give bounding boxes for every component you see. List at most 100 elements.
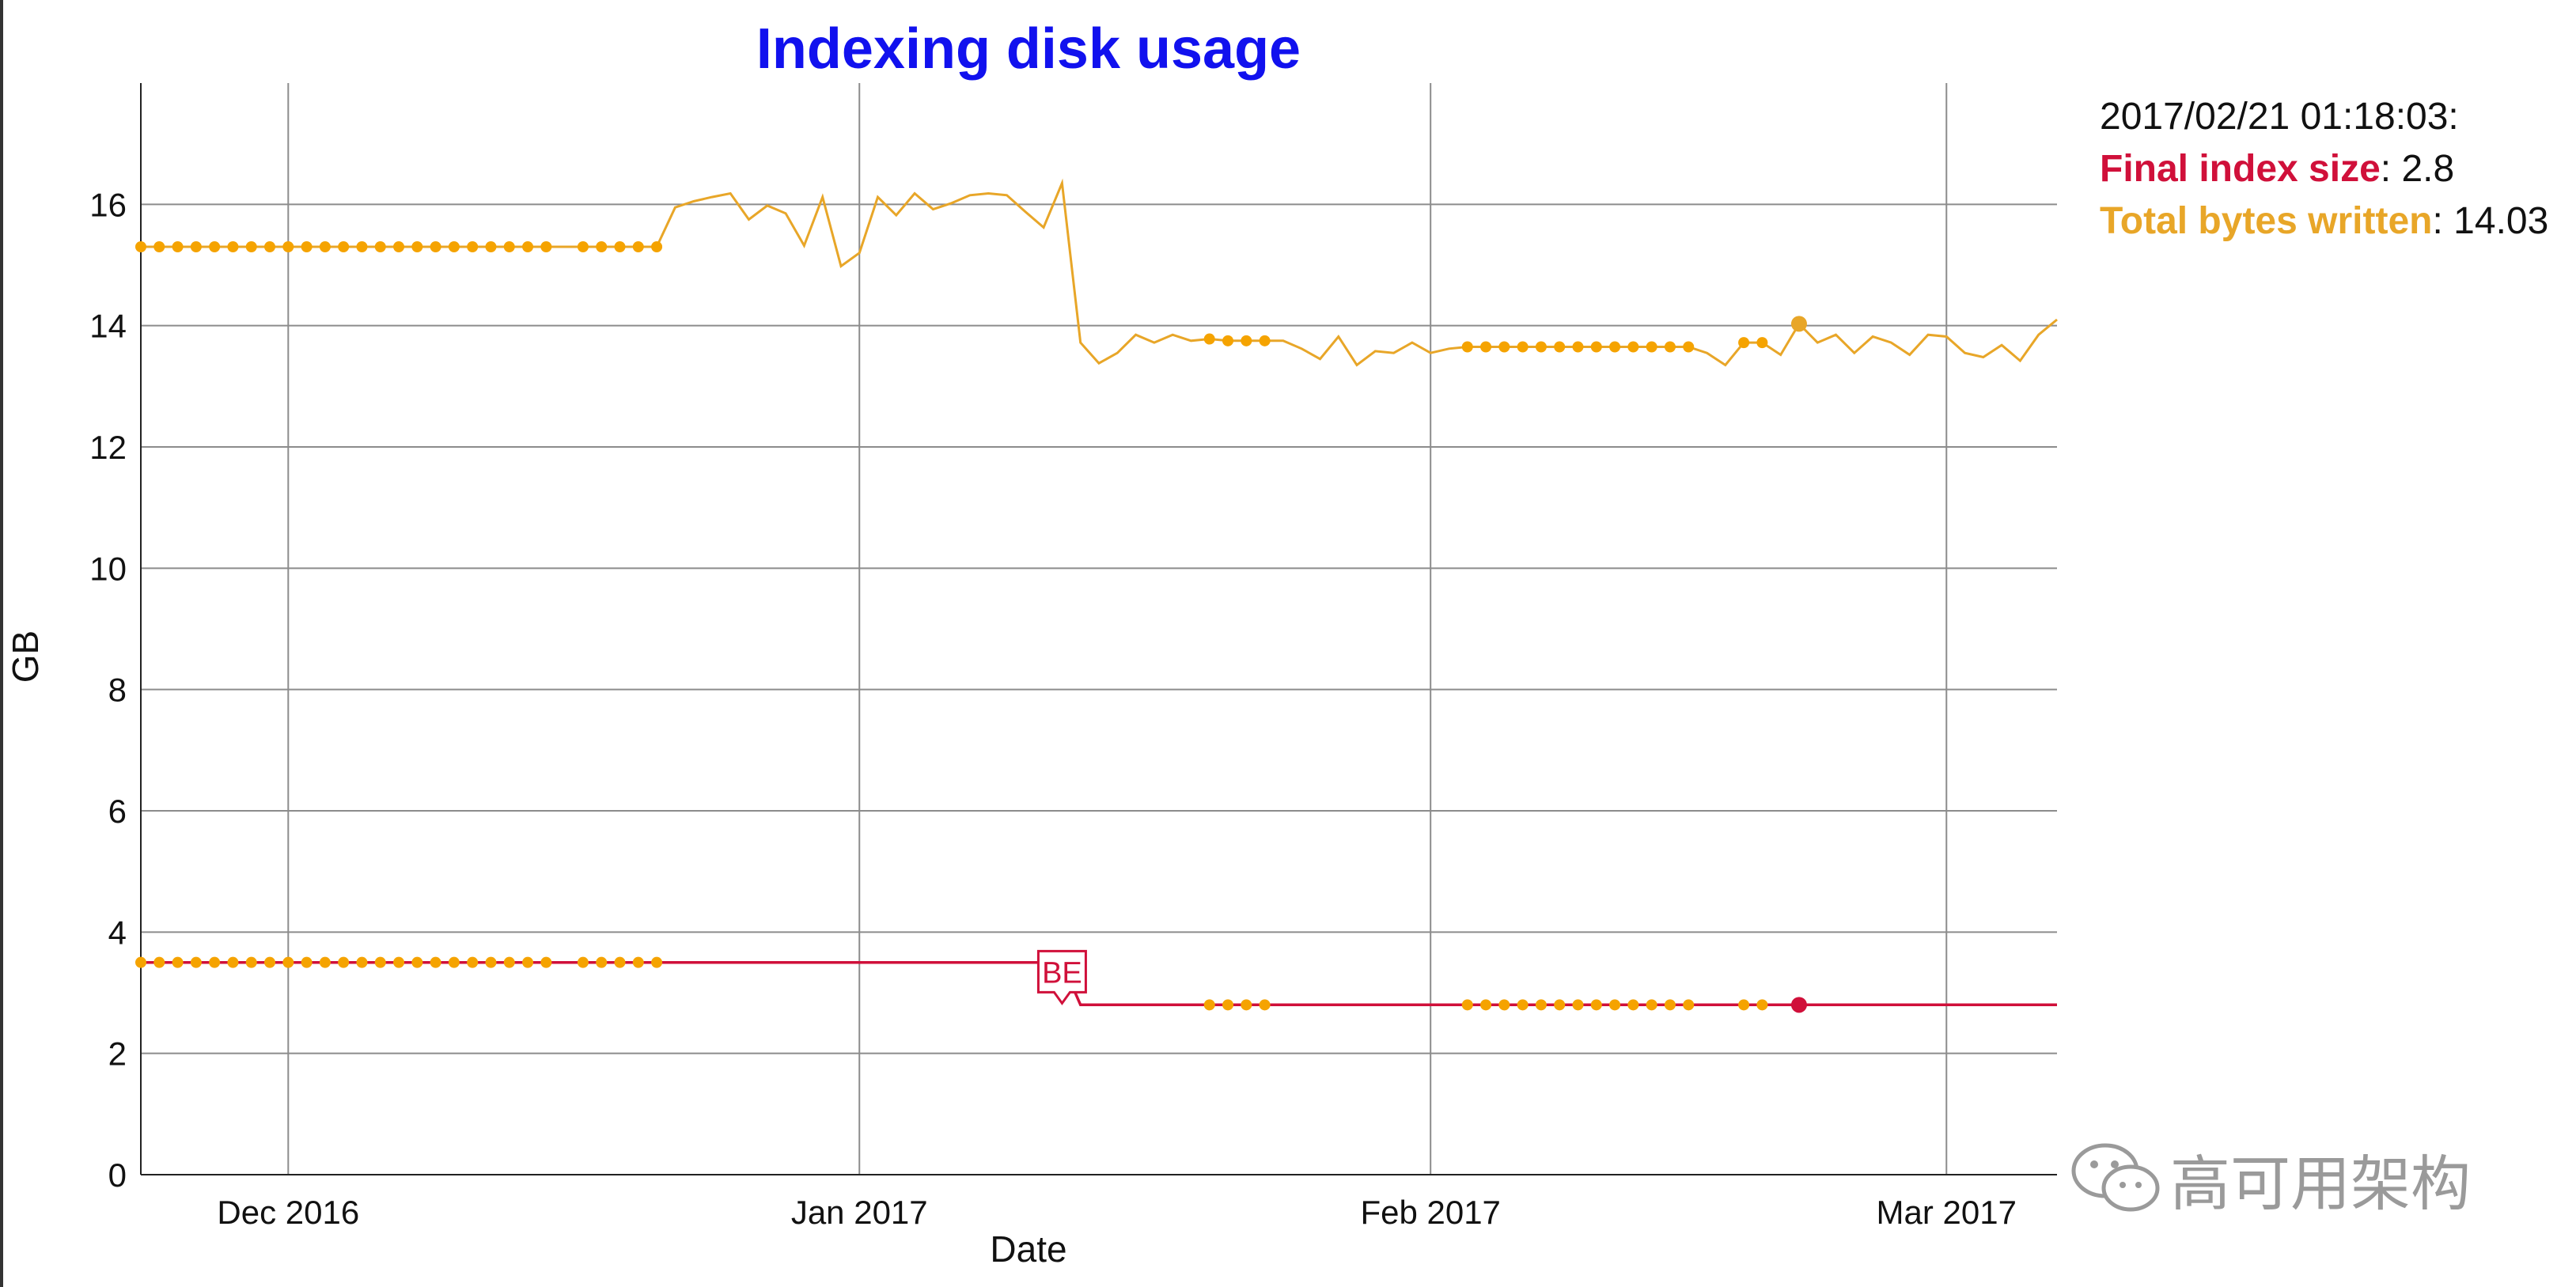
total-bytes-point [1627,341,1639,353]
legend-value: 2.8 [2401,148,2455,190]
total-bytes-point [1535,341,1547,353]
index-size-point [1535,999,1547,1011]
total-bytes-point [485,241,497,252]
total-bytes-point [282,241,294,252]
index-size-point [596,956,608,968]
legend-label: Total bytes written [2100,200,2433,242]
total-bytes-point [651,241,663,252]
index-size-point [135,956,146,968]
index-size-point [448,956,460,968]
legend-value: 14.03 [2453,200,2549,242]
total-bytes-point [1572,341,1584,353]
index-size-point [485,956,497,968]
y-tick-label: 10 [89,550,127,587]
index-size-point [540,956,552,968]
index-size-point [1756,999,1768,1011]
y-tick-label: 6 [108,793,127,830]
index-size-point [338,956,350,968]
annotation-box [1036,949,1087,1005]
legend-item-final-index-size: Final index size: 2.8 [2100,148,2455,190]
total-bytes-point [596,241,608,252]
index-size-point [467,956,479,968]
index-size-point [1609,999,1621,1011]
total-bytes-point [430,241,441,252]
y-tick-label: 4 [108,914,127,951]
index-size-point [227,956,239,968]
total-bytes-point [632,241,644,252]
index-size-point [282,956,294,968]
series-layer [141,178,2058,1007]
annotation-label: BE [1042,956,1082,990]
index-size-point [1738,999,1750,1011]
index-size-point [1259,999,1271,1011]
y-tick-label: 0 [108,1156,127,1194]
total-bytes-point [1756,337,1768,349]
x-tick-label: Feb 2017 [1360,1194,1500,1231]
total-bytes-point [1646,341,1657,353]
total-bytes-point [135,241,146,252]
total-bytes-point [301,241,313,252]
index-size-point [172,956,184,968]
legend-item-total-bytes-written: Total bytes written: 14.03 [2100,200,2549,242]
index-size-point [651,956,663,968]
index-size-point [1461,999,1473,1011]
index-size-point [319,956,331,968]
grid [141,83,2057,1175]
index-size-point [430,956,441,968]
series-line-total-bytes-written [141,178,2058,367]
total-bytes-point [448,241,460,252]
total-bytes-point [577,241,589,252]
y-tick-label: 16 [89,186,127,223]
index-size-point [393,956,405,968]
index-size-point [1498,999,1510,1011]
total-bytes-point [1241,335,1252,346]
legend-label: Final index size [2100,148,2381,190]
index-size-point [632,956,644,968]
total-bytes-point [503,241,515,252]
series-line-final-index-size [141,960,2057,1007]
y-tick-label: 2 [108,1035,127,1073]
left-border [0,0,3,1287]
total-bytes-point [374,241,386,252]
total-bytes-point [245,241,257,252]
index-size-point [1683,999,1695,1011]
wechat-icon [2071,1143,2160,1212]
highlight-point-total-bytes [1790,316,1807,332]
total-bytes-point [1461,341,1473,353]
index-size-point [614,956,626,968]
total-bytes-point [540,241,552,252]
markers: BE [135,241,1807,1013]
total-bytes-point [172,241,184,252]
total-bytes-point [411,241,423,252]
index-size-point [1554,999,1566,1011]
total-bytes-point [319,241,331,252]
index-size-point [1590,999,1602,1011]
axes: 0 2 4 6 8 10 12 14 16 Dec 2016 Jan 2017 Feb 2017 Mar… [89,83,2057,1231]
x-axis-label: Date [990,1228,1066,1270]
total-bytes-point [264,241,276,252]
index-size-point [1646,999,1657,1011]
y-tick-label: 12 [89,429,127,466]
annotation-flag: BE [1036,949,1087,1005]
index-size-point [153,956,165,968]
x-tick-label: Dec 2016 [217,1194,359,1231]
total-bytes-point [356,241,368,252]
total-bytes-point [1590,341,1602,353]
total-bytes-point [1222,335,1234,346]
total-bytes-point [1664,341,1676,353]
total-bytes-point [209,241,221,252]
y-axis-label: GB [5,630,46,683]
total-bytes-point [1609,341,1621,353]
index-size-point [356,956,368,968]
index-size-point [522,956,534,968]
y-tick-label: 8 [108,672,127,709]
watermark: 高可用架构 [2069,1135,2471,1222]
legend-timestamp: 2017/02/21 01:18:03: [2100,96,2459,138]
index-size-point [1572,999,1584,1011]
index-size-point [577,956,589,968]
index-size-point [1480,999,1492,1011]
x-tick-label: Jan 2017 [791,1194,928,1231]
index-size-point [264,956,276,968]
index-size-point [190,956,202,968]
